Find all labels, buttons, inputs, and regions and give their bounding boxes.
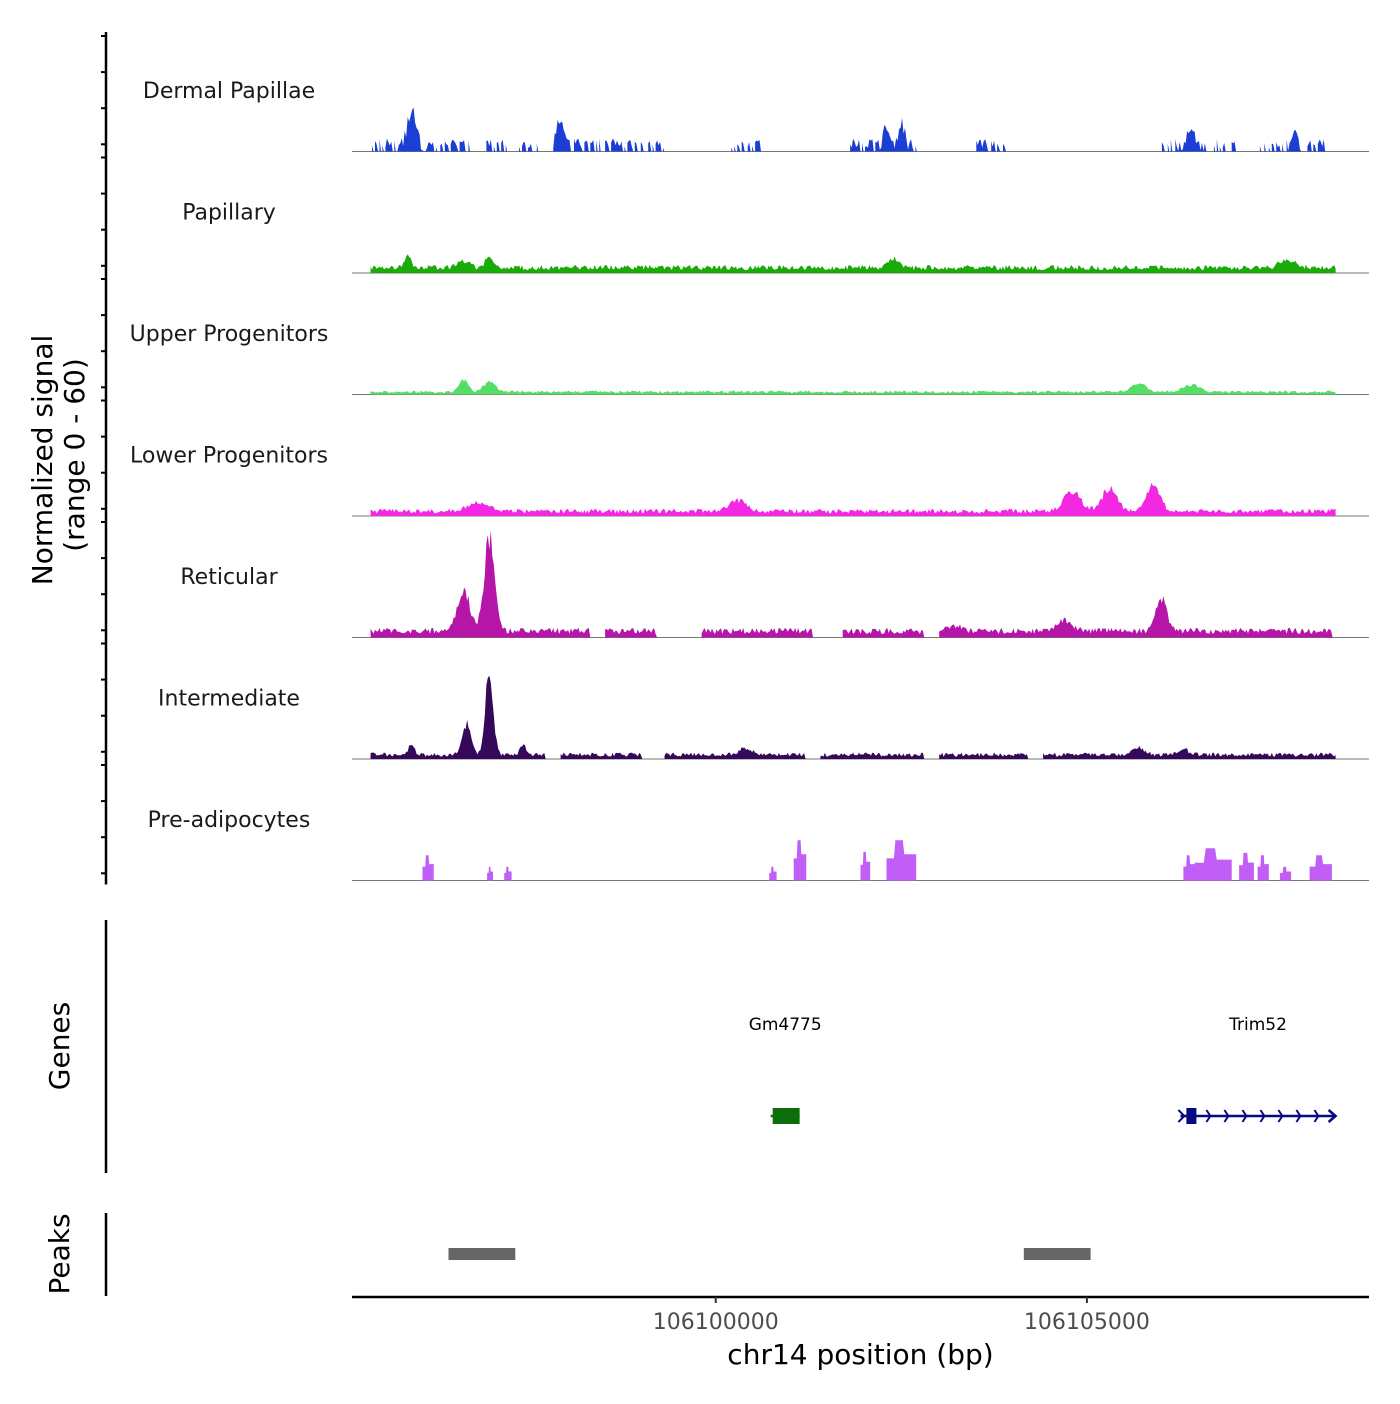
coverage-area-pre-adipocytes	[422, 840, 1332, 881]
gene-strand-arrow	[1241, 1109, 1248, 1123]
gene-exon-gm4775	[772, 1108, 800, 1124]
gene-strand-arrow	[1223, 1109, 1230, 1123]
x-tick-label: 106105000	[1024, 1310, 1150, 1335]
coverage-area-reticular	[370, 530, 1333, 638]
gene-strand-arrow	[1177, 1109, 1186, 1123]
track-label-papillary: Papillary	[182, 201, 276, 226]
gene-strand-arrow	[1295, 1109, 1302, 1123]
gene-strand-arrow	[1205, 1109, 1212, 1123]
coverage-area-lower-progenitors	[370, 482, 1336, 516]
x-axis-title: chr14 position (bp)	[727, 1338, 993, 1371]
gene-strand-arrow	[1259, 1109, 1266, 1123]
peaks-panel-label: Peaks	[43, 1213, 76, 1294]
coverage-area-upper-progenitors	[370, 379, 1336, 395]
track-label-pre-adipocytes: Pre-adipocytes	[148, 808, 311, 833]
gene-strand-arrow	[1327, 1109, 1338, 1123]
gene-exon-trim52	[1186, 1108, 1197, 1124]
x-tick-label: 106100000	[653, 1310, 779, 1335]
track-label-upper-progenitors: Upper Progenitors	[130, 322, 329, 347]
coverage-area-intermediate	[370, 675, 1336, 759]
gene-strand-arrow	[1313, 1109, 1320, 1123]
peak-region	[448, 1248, 516, 1260]
track-label-lower-progenitors: Lower Progenitors	[130, 444, 328, 469]
gene-label-gm4775: Gm4775	[749, 1015, 822, 1035]
track-label-reticular: Reticular	[180, 565, 278, 590]
gene-strand-arrow	[1277, 1109, 1284, 1123]
track-label-dermal-papillae: Dermal Papillae	[143, 79, 315, 104]
peak-region	[1023, 1248, 1091, 1260]
y-axis-title-line2: (range 0 - 60)	[58, 358, 91, 552]
genes-panel-label: Genes	[43, 1002, 76, 1090]
gene-label-trim52: Trim52	[1228, 1015, 1287, 1035]
coverage-area-dermal-papillae	[372, 107, 1326, 152]
y-axis-title-line1: Normalized signal	[26, 335, 59, 586]
coverage-area-papillary	[370, 254, 1336, 273]
track-label-intermediate: Intermediate	[158, 687, 300, 712]
